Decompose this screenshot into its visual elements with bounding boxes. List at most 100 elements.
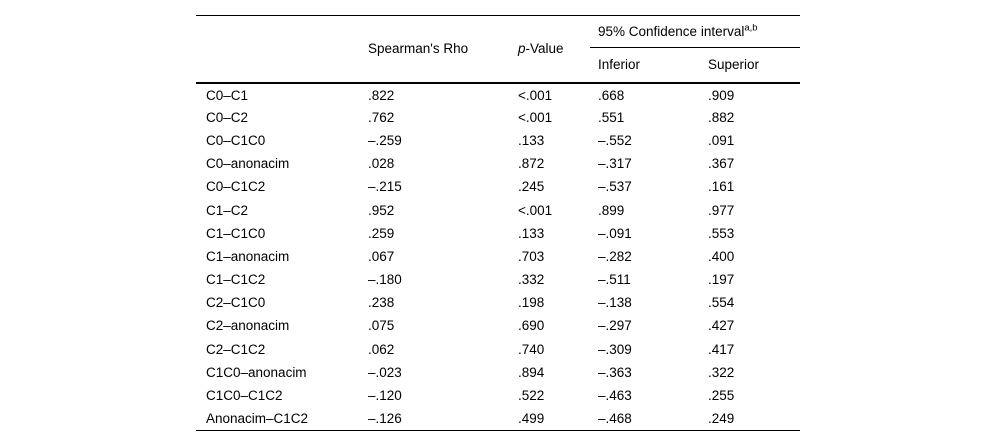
cell-p-value: .740 xyxy=(518,341,545,357)
header-superior: Superior xyxy=(700,47,800,84)
row-label: C1C0–anonacim xyxy=(206,364,307,380)
table-row: C1–C1C2 –.180 .332 –.511 .197 xyxy=(196,268,800,291)
header-spearmans-rho: Spearman's Rho xyxy=(360,15,510,84)
correlation-table: Spearman's Rho p-Value 95% Confidence in… xyxy=(196,15,800,431)
ci-footnote-marker: a,b xyxy=(744,22,758,34)
header-ci-group: 95% Confidence intervala,b xyxy=(590,15,800,48)
cell-ci-superior: .367 xyxy=(708,156,735,172)
cell-ci-inferior: .899 xyxy=(598,202,625,218)
cell-p-value: <.001 xyxy=(518,109,553,125)
cell-spearmans-rho: .259 xyxy=(368,225,395,241)
cell-ci-inferior: –.282 xyxy=(598,248,632,264)
row-label: C1–C1C0 xyxy=(206,225,266,241)
cell-ci-inferior: –.537 xyxy=(598,179,632,195)
cell-spearmans-rho: .067 xyxy=(368,248,395,264)
cell-spearmans-rho: –.215 xyxy=(368,179,402,195)
header-p-value: p-Value xyxy=(510,15,590,84)
header-empty-cell xyxy=(196,15,360,84)
cell-p-value: .133 xyxy=(518,132,545,148)
cell-spearmans-rho: .822 xyxy=(368,88,395,104)
cell-ci-superior: .554 xyxy=(708,295,735,311)
cell-ci-superior: .417 xyxy=(708,341,735,357)
row-label: C0–anonacim xyxy=(206,156,290,172)
table-row: C1–C2 .952 <.001 .899 .977 xyxy=(196,198,800,221)
table-row: C0–C1C0 –.259 .133 –.552 .091 xyxy=(196,129,800,152)
row-label: Anonacim–C1C2 xyxy=(206,410,309,426)
cell-spearmans-rho: –.180 xyxy=(368,272,402,288)
cell-ci-superior: .255 xyxy=(708,388,735,404)
row-label: C0–C1C0 xyxy=(206,132,266,148)
cell-spearmans-rho: –.126 xyxy=(368,410,402,426)
cell-ci-inferior: –.468 xyxy=(598,410,632,426)
cell-spearmans-rho: .952 xyxy=(368,202,395,218)
cell-p-value: .133 xyxy=(518,225,545,241)
cell-p-value: .703 xyxy=(518,248,545,264)
cell-p-value: .522 xyxy=(518,388,545,404)
cell-ci-inferior: –.091 xyxy=(598,225,632,241)
row-label: C1C0–C1C2 xyxy=(206,388,283,404)
cell-ci-superior: .322 xyxy=(708,364,735,380)
cell-ci-superior: .427 xyxy=(708,318,735,334)
cell-p-value: .872 xyxy=(518,156,545,172)
table-row: C2–C1C0 .238 .198 –.138 .554 xyxy=(196,291,800,314)
cell-ci-inferior: –.297 xyxy=(598,318,632,334)
cell-ci-inferior: –.317 xyxy=(598,156,632,172)
cell-ci-superior: .197 xyxy=(708,272,735,288)
table-row: C0–anonacim .028 .872 –.317 .367 xyxy=(196,152,800,175)
row-label: C1–C2 xyxy=(206,202,249,218)
cell-spearmans-rho: –.023 xyxy=(368,364,402,380)
cell-ci-inferior: –.309 xyxy=(598,341,632,357)
p-value-italic-p: p xyxy=(518,41,526,57)
cell-spearmans-rho: .062 xyxy=(368,341,395,357)
cell-ci-superior: .882 xyxy=(708,109,735,125)
table-header: Spearman's Rho p-Value 95% Confidence in… xyxy=(196,15,800,84)
table-row: C2–anonacim .075 .690 –.297 .427 xyxy=(196,314,800,337)
cell-p-value: <.001 xyxy=(518,88,553,104)
table-row: C2–C1C2 .062 .740 –.309 .417 xyxy=(196,338,800,361)
cell-ci-inferior: .551 xyxy=(598,109,625,125)
table-row: C1–C1C0 .259 .133 –.091 .553 xyxy=(196,222,800,245)
cell-spearmans-rho: .762 xyxy=(368,109,395,125)
cell-p-value: .499 xyxy=(518,410,545,426)
cell-spearmans-rho: –.259 xyxy=(368,132,402,148)
cell-spearmans-rho: –.120 xyxy=(368,388,402,404)
cell-ci-inferior: –.511 xyxy=(598,272,631,288)
cell-ci-superior: .400 xyxy=(708,248,735,264)
table-body: C0–C1 .822 <.001 .668 .909 C0–C2 .762 <.… xyxy=(196,83,800,431)
cell-ci-superior: .909 xyxy=(708,88,735,104)
cell-p-value: <.001 xyxy=(518,202,553,218)
table-row: C1–anonacim .067 .703 –.282 .400 xyxy=(196,245,800,268)
table-row: C1C0–anonacim –.023 .894 –.363 .322 xyxy=(196,361,800,384)
cell-ci-inferior: –.552 xyxy=(598,132,632,148)
cell-p-value: .332 xyxy=(518,272,545,288)
cell-p-value: .690 xyxy=(518,318,545,334)
cell-ci-inferior: .668 xyxy=(598,88,625,104)
cell-ci-inferior: –.463 xyxy=(598,388,632,404)
cell-ci-superior: .161 xyxy=(708,179,735,195)
table-row: C0–C2 .762 <.001 .551 .882 xyxy=(196,106,800,129)
ci-group-label: 95% Confidence interval xyxy=(598,24,745,39)
cell-spearmans-rho: .075 xyxy=(368,318,395,334)
table-row: Anonacim–C1C2 –.126 .499 –.468 .249 xyxy=(196,407,800,430)
header-row-main: Spearman's Rho p-Value 95% Confidence in… xyxy=(196,15,800,84)
cell-ci-inferior: –.138 xyxy=(598,295,632,311)
row-label: C0–C1 xyxy=(206,88,249,104)
cell-ci-inferior: –.363 xyxy=(598,364,632,380)
cell-ci-superior: .091 xyxy=(708,132,735,148)
header-inferior: Inferior xyxy=(590,47,700,84)
cell-spearmans-rho: .238 xyxy=(368,295,395,311)
p-value-rest: -Value xyxy=(525,41,564,57)
table-row: C0–C1C2 –.215 .245 –.537 .161 xyxy=(196,175,800,198)
row-label: C2–anonacim xyxy=(206,318,290,334)
row-label: C2–C1C0 xyxy=(206,295,266,311)
row-label: C1–anonacim xyxy=(206,248,290,264)
cell-ci-superior: .977 xyxy=(708,202,735,218)
header-row-sub: Inferior Superior xyxy=(196,47,800,84)
row-label: C1–C1C2 xyxy=(206,272,266,288)
row-label: C0–C2 xyxy=(206,109,249,125)
cell-p-value: .198 xyxy=(518,295,545,311)
row-label: C2–C1C2 xyxy=(206,341,266,357)
cell-ci-superior: .249 xyxy=(708,410,735,426)
table-row: C0–C1 .822 <.001 .668 .909 xyxy=(196,83,800,106)
cell-ci-superior: .553 xyxy=(708,225,735,241)
